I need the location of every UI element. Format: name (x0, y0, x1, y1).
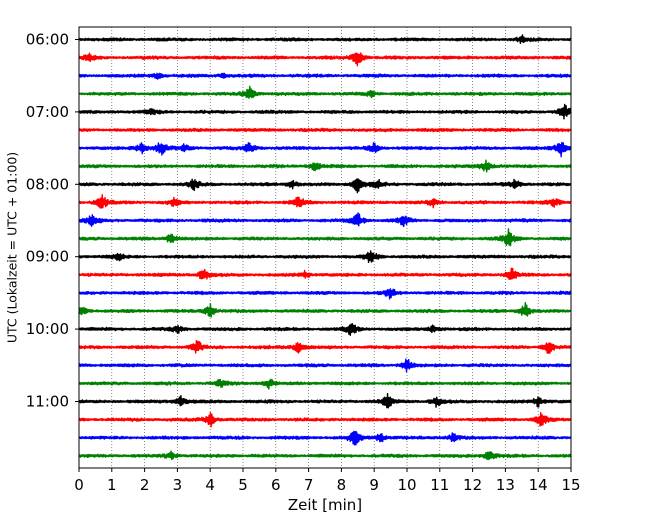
y-tick-label: 11:00 (26, 393, 69, 411)
x-tick-label: 1 (107, 476, 117, 494)
seismic-trace (78, 178, 572, 194)
x-axis-ticks: 0 1 2 3 4 5 6 7 8 9 10 11 12 13 14 15 (74, 468, 581, 494)
seismic-trace (78, 288, 572, 300)
seismic-trace (78, 392, 572, 409)
x-tick-label: 6 (271, 476, 281, 494)
plot-frame (78, 26, 572, 469)
seismic-trace (78, 450, 572, 461)
x-tick-label: 13 (496, 476, 515, 494)
seismic-trace (78, 52, 572, 67)
x-tick-label: 12 (463, 476, 482, 494)
x-tick-label: 14 (529, 476, 548, 494)
seismic-trace (78, 430, 572, 446)
x-tick-label: 9 (369, 476, 379, 494)
y-tick-label: 06:00 (26, 31, 69, 49)
x-tick-label: 2 (140, 476, 150, 494)
x-tick-label: 3 (173, 476, 183, 494)
seismic-trace (78, 323, 572, 336)
y-tick-label: 09:00 (26, 248, 69, 266)
seismic-trace (78, 212, 572, 228)
trace-group (78, 34, 572, 461)
x-tick-label: 15 (561, 476, 580, 494)
x-tick-label: 11 (430, 476, 449, 494)
seismic-trace (78, 141, 572, 158)
seismic-trace (78, 358, 572, 373)
y-axis-label: UTC (Lokalzeit = UTC + 01:00) (4, 152, 19, 343)
seismic-trace (78, 267, 572, 280)
x-tick-label: 4 (205, 476, 215, 494)
seismic-trace (78, 378, 572, 390)
seismic-trace (78, 340, 572, 354)
seismic-trace (78, 194, 572, 209)
x-axis-label: Zeit [min] (288, 496, 362, 514)
seismic-trace (78, 103, 572, 120)
x-tick-label: 0 (74, 476, 84, 494)
seismic-trace (78, 85, 572, 99)
seismic-trace (78, 250, 572, 264)
seismic-trace (78, 159, 572, 173)
x-tick-label: 10 (397, 476, 416, 494)
x-tick-label: 8 (337, 476, 347, 494)
y-axis-ticks: 06:00 07:00 08:00 09:00 10:00 11:00 (26, 31, 79, 411)
y-tick-label: 10:00 (26, 320, 69, 338)
seismic-trace (78, 34, 572, 44)
seismic-trace (78, 72, 572, 80)
seismic-trace (78, 302, 572, 318)
seismic-trace (78, 411, 572, 428)
y-tick-label: 08:00 (26, 175, 69, 193)
seismic-trace (78, 127, 572, 133)
x-tick-label: 7 (304, 476, 314, 494)
x-tick-label: 5 (238, 476, 248, 494)
seismic-trace (78, 228, 572, 247)
y-tick-label: 07:00 (26, 103, 69, 121)
